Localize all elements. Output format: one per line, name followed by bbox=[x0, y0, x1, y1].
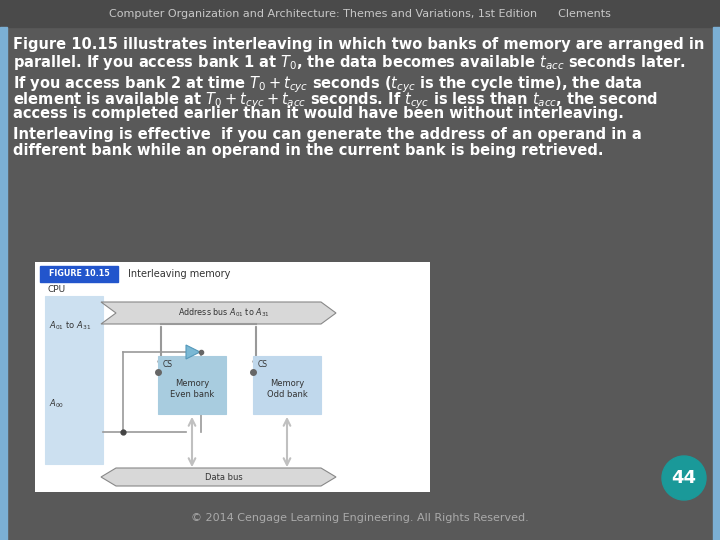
Text: 44: 44 bbox=[672, 469, 696, 487]
Polygon shape bbox=[101, 468, 336, 486]
Text: CPU: CPU bbox=[47, 285, 65, 294]
Text: Data bus: Data bus bbox=[204, 472, 243, 482]
Text: different bank while an operand in the current bank is being retrieved.: different bank while an operand in the c… bbox=[13, 143, 603, 158]
Text: Interleaving memory: Interleaving memory bbox=[128, 269, 230, 279]
Bar bbox=[158, 356, 226, 414]
Polygon shape bbox=[186, 345, 200, 359]
Bar bbox=[0, 27, 7, 540]
Text: parallel. If you access bank 1 at $T_0$, the data becomes available $t_{acc}$ se: parallel. If you access bank 1 at $T_0$,… bbox=[13, 53, 685, 72]
Bar bbox=[40, 266, 118, 282]
Text: © 2014 Cengage Learning Engineering. All Rights Reserved.: © 2014 Cengage Learning Engineering. All… bbox=[191, 513, 529, 523]
Bar bbox=[713, 27, 720, 540]
Text: element is available at $T_0 + t_{cyc} + t_{acc}$ seconds. If $t_{cyc}$ is less : element is available at $T_0 + t_{cyc} +… bbox=[13, 90, 658, 111]
Text: Interleaving is effective  if you can generate the address of an operand in a: Interleaving is effective if you can gen… bbox=[13, 127, 642, 142]
Circle shape bbox=[662, 456, 706, 500]
Text: Address bus $A_{01}$ to $A_{31}$: Address bus $A_{01}$ to $A_{31}$ bbox=[178, 307, 269, 319]
Text: $A_{01}$ to $A_{31}$: $A_{01}$ to $A_{31}$ bbox=[49, 320, 91, 332]
Bar bbox=[35, 262, 430, 492]
Text: CS: CS bbox=[163, 360, 173, 369]
Text: access is completed earlier than it would have been without interleaving.: access is completed earlier than it woul… bbox=[13, 106, 624, 121]
Text: Figure 10.15 illustrates interleaving in which two banks of memory are arranged : Figure 10.15 illustrates interleaving in… bbox=[13, 37, 704, 52]
Bar bbox=[45, 296, 103, 464]
Text: FIGURE 10.15: FIGURE 10.15 bbox=[49, 269, 109, 279]
Bar bbox=[253, 356, 321, 414]
Text: $A_{00}$: $A_{00}$ bbox=[49, 398, 64, 410]
Text: Memory
Even bank: Memory Even bank bbox=[170, 379, 214, 399]
Text: Computer Organization and Architecture: Themes and Variations, 1st Edition      : Computer Organization and Architecture: … bbox=[109, 9, 611, 19]
Bar bbox=[0, 0, 720, 27]
Text: Memory
Odd bank: Memory Odd bank bbox=[266, 379, 307, 399]
Text: CS: CS bbox=[258, 360, 268, 369]
Polygon shape bbox=[101, 302, 336, 324]
Text: If you access bank 2 at time $T_0 + t_{cyc}$ seconds ($t_{cyc}$ is the cycle tim: If you access bank 2 at time $T_0 + t_{c… bbox=[13, 74, 642, 94]
